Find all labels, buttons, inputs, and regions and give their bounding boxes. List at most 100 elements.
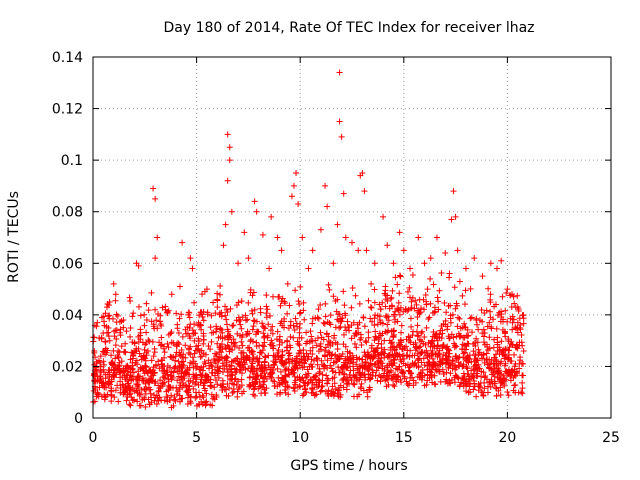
data-point	[461, 349, 468, 356]
data-point	[277, 302, 284, 309]
data-point	[334, 296, 341, 303]
data-point	[471, 383, 478, 390]
data-point	[266, 372, 273, 379]
data-point	[406, 368, 413, 375]
data-point	[468, 373, 475, 380]
data-point	[456, 332, 463, 339]
data-point	[447, 302, 454, 309]
data-point	[494, 347, 501, 354]
data-point	[245, 365, 252, 372]
data-point	[424, 354, 431, 361]
data-point	[397, 356, 404, 363]
data-point	[520, 347, 527, 354]
axis-ticks	[92, 56, 612, 419]
data-point	[296, 329, 303, 336]
data-point	[143, 363, 150, 370]
data-point	[157, 312, 164, 319]
data-point	[478, 368, 485, 375]
data-point	[309, 344, 316, 351]
data-point	[244, 354, 251, 361]
data-point	[354, 365, 361, 372]
data-point	[218, 309, 225, 316]
data-point	[270, 352, 277, 359]
data-point	[279, 295, 286, 302]
data-point	[168, 339, 175, 346]
data-point	[248, 307, 255, 314]
data-point	[236, 384, 243, 391]
data-point	[353, 361, 360, 368]
data-point	[195, 389, 202, 396]
data-point	[248, 364, 255, 371]
data-point	[195, 400, 202, 407]
data-point	[286, 360, 293, 367]
data-point	[122, 340, 129, 347]
data-point	[100, 366, 107, 373]
data-point	[499, 326, 506, 333]
data-point	[457, 325, 464, 332]
data-point	[218, 326, 225, 333]
data-point	[237, 321, 244, 328]
data-point	[99, 380, 106, 387]
data-point	[396, 229, 403, 236]
data-point	[334, 355, 341, 362]
data-point	[176, 315, 183, 322]
data-point	[324, 357, 331, 364]
data-points	[90, 69, 527, 411]
data-point	[208, 312, 215, 319]
data-point	[504, 286, 511, 293]
data-point	[147, 386, 154, 393]
data-point	[206, 365, 213, 372]
data-point	[389, 362, 396, 369]
data-point	[123, 328, 130, 335]
data-point	[231, 342, 238, 349]
data-point	[397, 273, 404, 280]
data-point	[189, 265, 196, 272]
data-point	[263, 366, 270, 373]
data-point	[165, 387, 172, 394]
data-point	[286, 349, 293, 356]
data-point	[307, 328, 314, 335]
data-point	[305, 265, 312, 272]
data-point	[470, 386, 477, 393]
data-point	[332, 324, 339, 331]
data-point	[127, 402, 134, 409]
data-point	[203, 398, 210, 405]
data-point	[511, 300, 518, 307]
data-point	[177, 283, 184, 290]
data-point	[370, 347, 377, 354]
data-point	[320, 361, 327, 368]
data-point	[440, 321, 447, 328]
data-point	[211, 396, 218, 403]
data-point	[341, 302, 348, 309]
data-point	[185, 392, 192, 399]
data-point	[468, 314, 475, 321]
data-point	[355, 247, 362, 254]
data-point	[212, 377, 219, 384]
data-point	[367, 374, 374, 381]
data-point	[259, 365, 266, 372]
data-point	[296, 347, 303, 354]
data-point	[182, 342, 189, 349]
data-point	[314, 361, 321, 368]
data-point	[390, 333, 397, 340]
data-point	[158, 397, 165, 404]
data-point	[197, 371, 204, 378]
data-point	[97, 359, 104, 366]
data-point	[487, 308, 494, 315]
data-point	[166, 384, 173, 391]
y-tick-label: 0.1	[61, 153, 83, 169]
data-point	[452, 213, 459, 220]
data-point	[395, 306, 402, 313]
data-point	[429, 379, 436, 386]
data-point	[179, 333, 186, 340]
data-point	[162, 306, 169, 313]
data-point	[152, 306, 159, 313]
data-point	[334, 390, 341, 397]
data-point	[337, 394, 344, 401]
data-point	[481, 385, 488, 392]
data-point	[393, 344, 400, 351]
data-point	[356, 355, 363, 362]
data-point	[317, 329, 324, 336]
data-point	[94, 319, 101, 326]
data-point	[411, 362, 418, 369]
